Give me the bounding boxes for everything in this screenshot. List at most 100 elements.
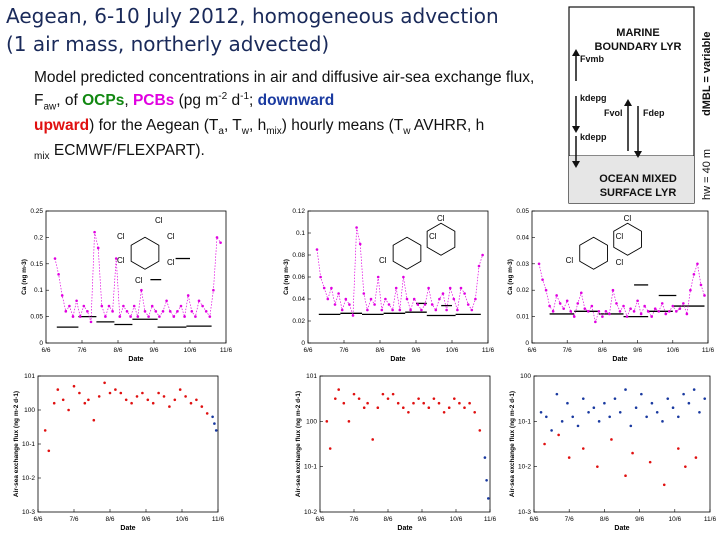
data-point	[103, 381, 106, 385]
data-point	[407, 410, 410, 414]
data-point	[481, 253, 484, 257]
plot-frame	[307, 210, 489, 344]
chart-pcb-flux-1: 6/6 7/6 8/6 9/6 10/6 11/6 10-2 10-1 100 101 Date Ai…	[286, 368, 496, 536]
x-tick-label: 9/6	[633, 347, 642, 354]
x-tick-label: 10/6	[668, 516, 681, 523]
data-point	[610, 438, 613, 441]
data-point	[319, 275, 322, 279]
data-point	[624, 388, 627, 391]
x-tick-label: 6/6	[315, 516, 324, 523]
data-point	[143, 310, 147, 313]
data-point	[539, 410, 543, 414]
x-tick-label: 10/6	[184, 347, 197, 354]
data-point	[173, 398, 177, 402]
data-point	[337, 292, 340, 295]
mbl-label-1: MARINE	[616, 27, 659, 39]
fvmb-arrowhead	[572, 49, 580, 56]
title-line-2: (1 air mass, northerly advected)	[6, 32, 330, 56]
data-point	[366, 401, 369, 405]
data-point	[315, 248, 319, 251]
y-tick-label: 0.1	[296, 230, 305, 237]
caption-sub: w	[403, 126, 411, 138]
data-point	[97, 395, 101, 398]
data-point	[402, 406, 405, 410]
data-point	[666, 397, 670, 400]
data-point	[398, 308, 402, 312]
chart-pcb-concentration-2: 6/6 7/6 8/6 9/6 10/6 11/6 0 0.01 0.02 0.03 0.04 0.0…	[498, 205, 715, 365]
data-point	[438, 297, 441, 301]
y-tick-label: 0.04	[516, 234, 529, 241]
data-point	[445, 308, 448, 312]
data-point	[608, 312, 611, 316]
data-point	[396, 401, 400, 405]
y-tick-label: 0.12	[292, 208, 305, 215]
data-point	[47, 449, 51, 453]
data-point	[437, 401, 441, 405]
data-point	[340, 308, 344, 312]
data-point	[603, 401, 606, 405]
x-tick-label: 11/6	[702, 347, 715, 354]
y-tick-label: 0.08	[292, 252, 305, 259]
chart-ocp-flux: 6/6 7/6 8/6 9/6 10/6 11/6 10-3 10-2 10-1 100 101 Da…	[4, 368, 224, 536]
data-point	[611, 288, 615, 292]
x-tick-label: 11/6	[212, 516, 225, 523]
data-point	[78, 315, 82, 318]
caption-sub: aw	[43, 101, 57, 113]
figure-caption: Model predicted concentrations in air an…	[34, 68, 559, 166]
data-point	[646, 310, 650, 313]
data-point	[369, 297, 373, 301]
data-point	[402, 275, 405, 279]
y-tick-label: 101	[306, 373, 317, 380]
x-tick-label: 10/6	[176, 516, 189, 523]
data-point	[477, 264, 481, 268]
data-point	[448, 286, 452, 290]
oml-label-2: SURFACE LYR	[600, 187, 677, 199]
molecule-ring	[130, 236, 160, 270]
caption-text: d	[227, 92, 241, 110]
data-point	[140, 288, 143, 292]
data-point	[57, 273, 60, 276]
y-axis-label: Ca (ng m-3)	[507, 259, 514, 295]
data-point	[61, 398, 65, 402]
data-point	[671, 304, 675, 308]
y-tick-label: 100	[24, 407, 35, 414]
fvol-label: Fvol	[604, 108, 623, 118]
molecule-cl-label: Cl	[167, 258, 175, 267]
data-point	[190, 310, 194, 313]
data-point	[168, 310, 172, 313]
data-point	[622, 304, 625, 308]
title-line-1: Aegean, 6-10 July 2012, homogeneous adve…	[6, 4, 499, 28]
data-point	[135, 395, 139, 398]
chart-svg: 6/6 7/6 8/6 9/6 10/6 11/6 10-3 10-2 10-1 100 Date A…	[509, 373, 716, 532]
x-axis-label: Date	[614, 525, 629, 532]
caption-text: ECMWF/FLEXPART).	[49, 142, 205, 160]
data-point	[541, 278, 544, 281]
data-point	[487, 497, 490, 500]
data-point	[161, 310, 165, 313]
molecule-ring	[579, 236, 608, 270]
data-point	[179, 304, 183, 308]
caption-sup: -1	[240, 91, 250, 102]
data-point	[548, 304, 551, 308]
x-axis-label: Date	[612, 356, 627, 363]
data-point	[130, 401, 133, 405]
molecule-cl-label: Cl	[616, 258, 624, 267]
data-point	[334, 397, 337, 400]
molecule-cl-label: Cl	[135, 276, 143, 285]
molecule-ring	[613, 222, 642, 256]
caption-sup: -2	[218, 91, 228, 102]
data-point	[83, 401, 87, 405]
data-point	[579, 291, 583, 295]
x-tick-label: 8/6	[600, 516, 609, 523]
data-point	[662, 483, 666, 487]
data-point	[92, 418, 96, 422]
data-point	[650, 315, 653, 318]
caption-sub: w	[241, 126, 249, 138]
molecule-ring	[392, 236, 422, 270]
data-point	[458, 401, 461, 405]
data-point	[325, 420, 329, 423]
data-point	[358, 242, 362, 246]
data-point	[625, 315, 629, 318]
data-point	[168, 405, 171, 408]
data-point	[468, 401, 471, 405]
